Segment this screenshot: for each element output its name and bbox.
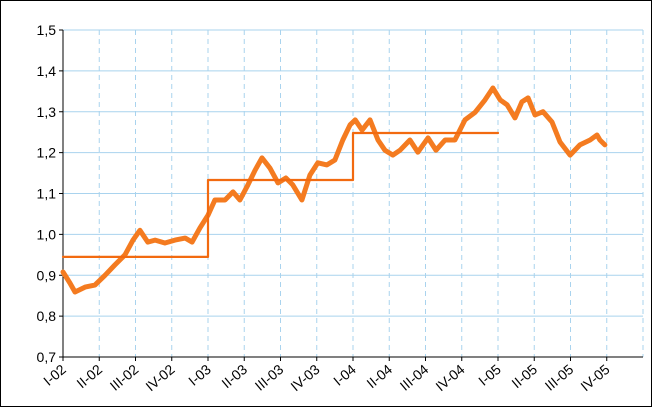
- data-line: [60, 85, 608, 295]
- y-tick-label: 1,4: [37, 63, 57, 79]
- y-tick-label: 1,2: [37, 145, 57, 161]
- y-tick-label: 1,1: [37, 186, 57, 202]
- y-tick-label: 0,7: [37, 349, 57, 365]
- y-tick-label: 0,9: [37, 267, 57, 283]
- y-tick-label: 1,3: [37, 104, 57, 120]
- y-tick-label: 0,8: [37, 308, 57, 324]
- y-tick-label: 1,0: [37, 226, 57, 242]
- data-line: [61, 131, 500, 258]
- y-tick-label: 1,5: [37, 22, 57, 38]
